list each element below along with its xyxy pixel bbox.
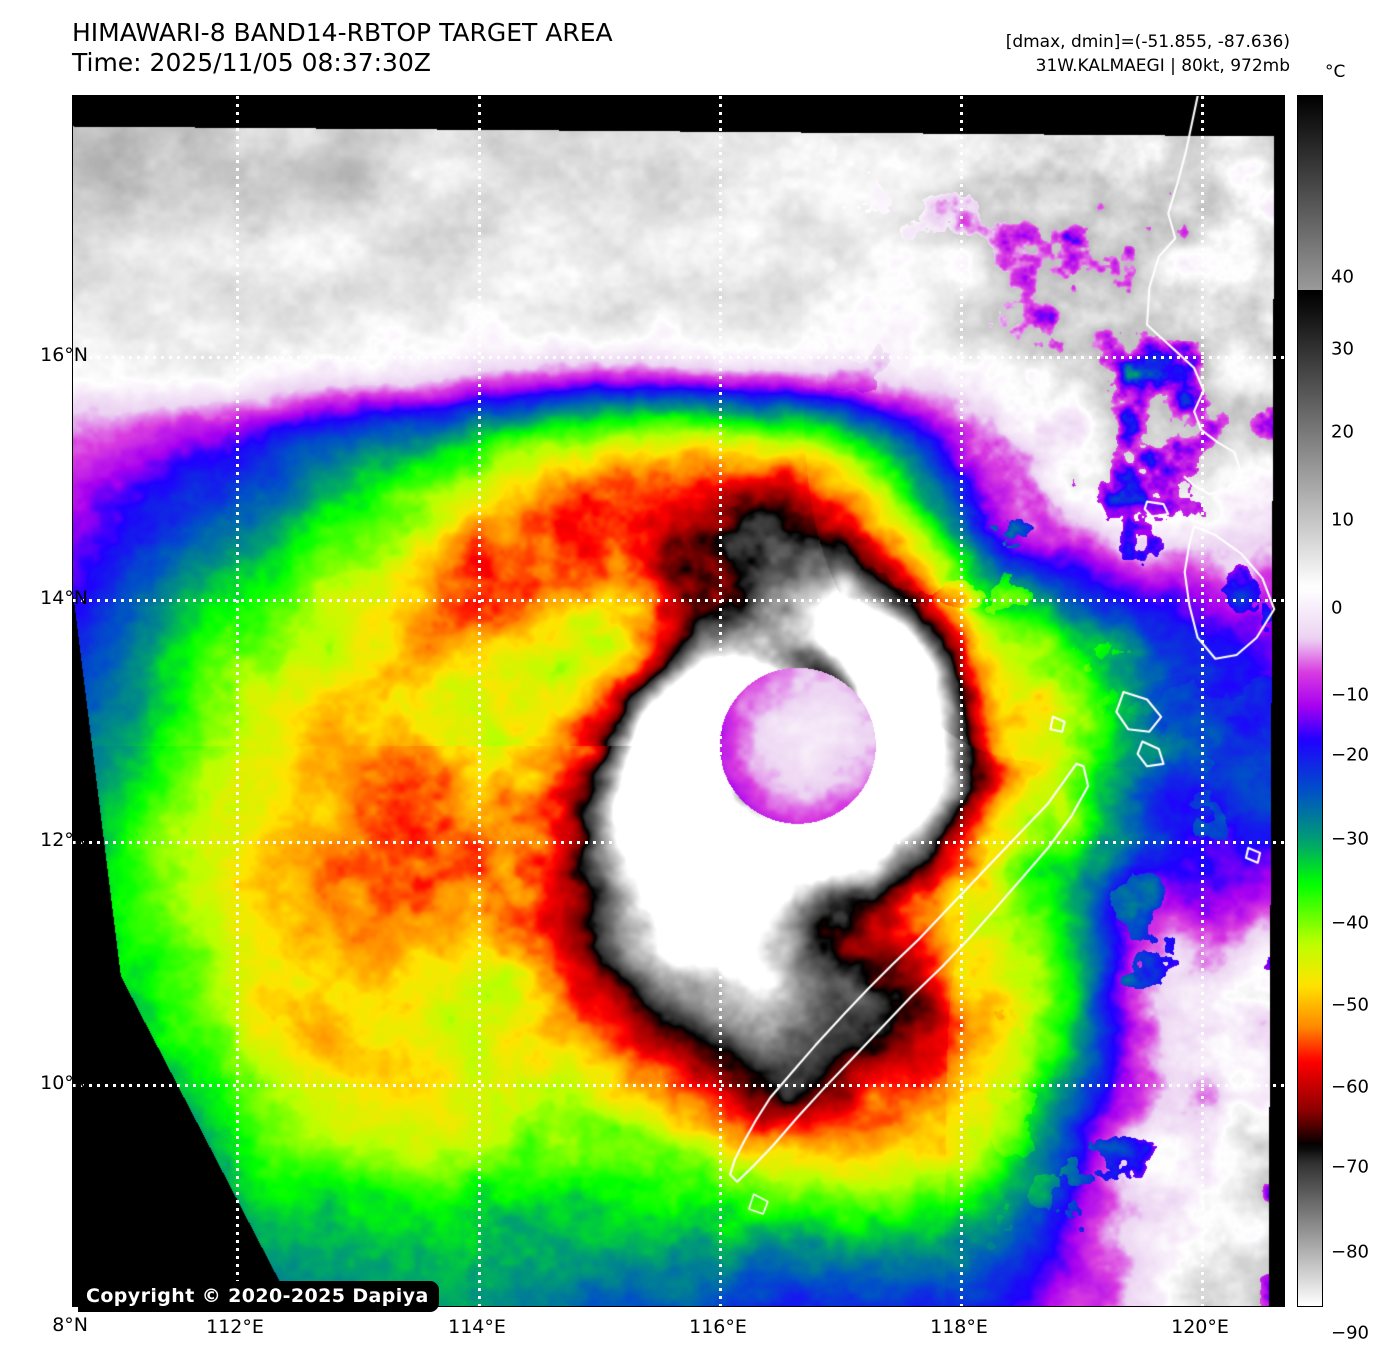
colorbar-segment-main	[1297, 291, 1323, 1307]
lat-tick-10: 10°N	[40, 1072, 88, 1094]
metadata-block: [dmax, dmin]=(-51.855, -87.636) 31W.KALM…	[1006, 30, 1290, 78]
colorbar-tick--50: −50	[1331, 994, 1369, 1016]
lon-tick-120: 120°E	[1171, 1316, 1229, 1338]
storm-info-readout: 31W.KALMAEGI | 80kt, 972mb	[1035, 56, 1290, 76]
colorbar-tick-40: 40	[1331, 266, 1354, 288]
satellite-infrared-image	[73, 96, 1284, 1306]
page-title: HIMAWARI-8 BAND14-RBTOP TARGET AREA Time…	[72, 18, 613, 78]
colorbar	[1297, 95, 1323, 1307]
title-timestamp: Time: 2025/11/05 08:37:30Z	[72, 48, 431, 77]
colorbar-tick--90: −90	[1331, 1322, 1369, 1344]
gridline-lon-118	[960, 96, 963, 1306]
colorbar-tick--60: −60	[1331, 1076, 1369, 1098]
copyright-watermark: Copyright © 2020-2025 Dapiya	[78, 1281, 439, 1312]
colorbar-tick--10: −10	[1331, 684, 1369, 706]
lat-tick-8: 8°N	[52, 1314, 88, 1336]
colorbar-tick--40: −40	[1331, 912, 1369, 934]
gridline-lat-14	[73, 599, 1284, 602]
dmax-dmin-readout: [dmax, dmin]=(-51.855, -87.636)	[1005, 32, 1290, 52]
colorbar-tick-0: 0	[1331, 597, 1343, 619]
gridline-lon-120	[1201, 96, 1204, 1306]
gridline-lat-16	[73, 356, 1284, 359]
lon-tick-112: 112°E	[206, 1316, 264, 1338]
gridline-lat-10	[73, 1084, 1284, 1087]
lon-tick-116: 116°E	[689, 1316, 747, 1338]
colorbar-tick--30: −30	[1331, 828, 1369, 850]
satellite-image-axes	[72, 95, 1285, 1307]
lon-tick-118: 118°E	[930, 1316, 988, 1338]
colorbar-tick-20: 20	[1331, 421, 1354, 443]
lon-tick-114: 114°E	[448, 1316, 506, 1338]
gridline-lon-116	[719, 96, 722, 1306]
colorbar-tick-30: 30	[1331, 338, 1354, 360]
colorbar-tick--70: −70	[1331, 1156, 1369, 1178]
title-product: HIMAWARI-8 BAND14-RBTOP TARGET AREA	[72, 18, 613, 47]
gridline-lon-112	[236, 96, 239, 1306]
gridline-lat-12	[73, 841, 1284, 844]
lat-tick-16: 16°N	[40, 344, 88, 366]
colorbar-segment-warm	[1297, 95, 1323, 291]
colorbar-tick--20: −20	[1331, 744, 1369, 766]
colorbar-unit-label: °C	[1325, 62, 1346, 82]
colorbar-tick--80: −80	[1331, 1241, 1369, 1263]
lat-tick-12: 12°N	[40, 829, 88, 851]
gridline-lon-114	[478, 96, 481, 1306]
colorbar-tick-10: 10	[1331, 509, 1354, 531]
lat-tick-14: 14°N	[40, 587, 88, 609]
